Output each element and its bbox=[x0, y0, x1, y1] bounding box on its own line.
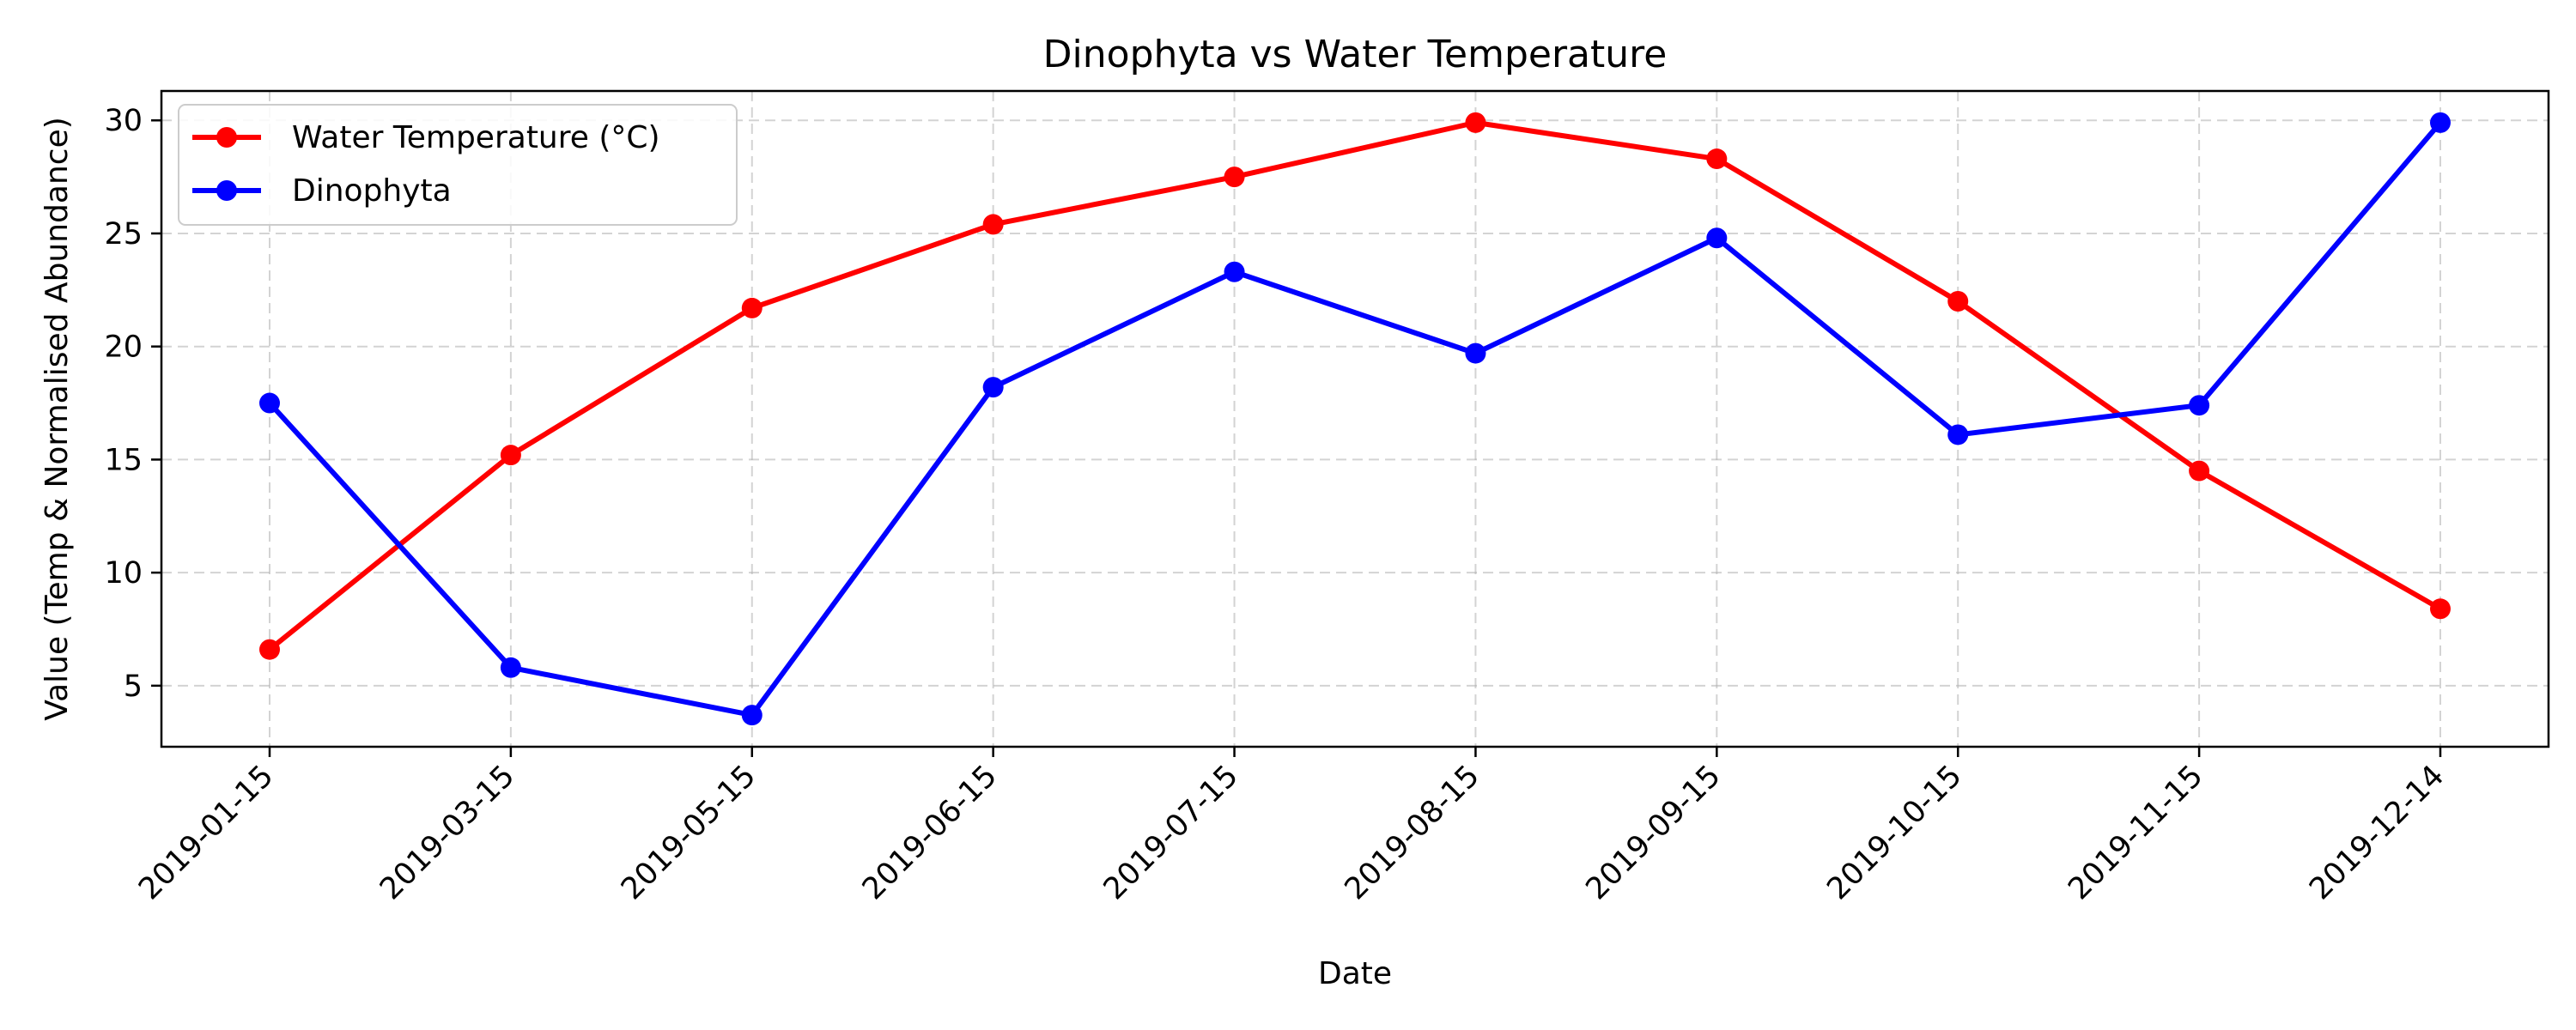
data-point-dinophyta bbox=[1465, 342, 1486, 364]
data-point-water-temperature-c bbox=[982, 214, 1004, 235]
data-point-dinophyta bbox=[500, 657, 521, 678]
data-point-dinophyta bbox=[1706, 227, 1728, 249]
data-point-water-temperature-c bbox=[1706, 148, 1728, 170]
data-point-dinophyta bbox=[982, 377, 1004, 398]
y-tick-label: 10 bbox=[104, 556, 143, 591]
data-point-water-temperature-c bbox=[2430, 598, 2451, 620]
legend-entry: Dinophyta bbox=[192, 173, 452, 209]
legend-label: Water Temperature (°C) bbox=[292, 120, 660, 155]
series-line-dinophyta bbox=[267, 120, 2443, 718]
y-axis-label: Value (Temp & Normalised Abundance) bbox=[39, 117, 75, 721]
y-tick-label: 25 bbox=[104, 217, 143, 251]
data-point-water-temperature-c bbox=[1465, 112, 1486, 133]
data-point-dinophyta bbox=[1224, 261, 1245, 282]
grid-lines bbox=[161, 91, 2549, 747]
legend-marker bbox=[216, 180, 237, 201]
legend-label: Dinophyta bbox=[292, 173, 452, 209]
data-point-water-temperature-c bbox=[500, 445, 521, 466]
data-point-water-temperature-c bbox=[1224, 167, 1245, 188]
legend: Water Temperature (°C) Dinophyta bbox=[178, 104, 738, 226]
data-point-water-temperature-c bbox=[259, 639, 280, 660]
legend-box bbox=[178, 104, 738, 226]
data-point-dinophyta bbox=[2189, 395, 2210, 416]
legend-entry: Water Temperature (°C) bbox=[192, 120, 660, 155]
legend-marker bbox=[216, 127, 237, 148]
series-dinophyta bbox=[259, 112, 2451, 726]
data-point-dinophyta bbox=[259, 392, 280, 414]
x-axis-label: Date bbox=[1318, 956, 1392, 991]
y-tick-label: 5 bbox=[124, 670, 143, 704]
y-tick-label: 15 bbox=[104, 443, 143, 477]
data-point-water-temperature-c bbox=[741, 297, 762, 318]
data-point-water-temperature-c bbox=[1947, 291, 1969, 312]
data-point-water-temperature-c bbox=[2189, 460, 2210, 482]
y-axis: 5 10 15 20 25 30 bbox=[104, 104, 161, 704]
plot-frame bbox=[160, 89, 2550, 748]
y-tick-label: 30 bbox=[104, 104, 143, 138]
series-layer bbox=[259, 112, 2451, 726]
data-point-dinophyta bbox=[741, 705, 762, 726]
y-tick-label: 20 bbox=[104, 330, 143, 365]
chart-title: Dinophyta vs Water Temperature bbox=[1043, 33, 1668, 76]
series-water-temperature-c bbox=[259, 112, 2451, 660]
data-point-dinophyta bbox=[2430, 112, 2451, 133]
series-line-water-temperature-c bbox=[268, 119, 2442, 652]
data-point-dinophyta bbox=[1947, 424, 1969, 445]
